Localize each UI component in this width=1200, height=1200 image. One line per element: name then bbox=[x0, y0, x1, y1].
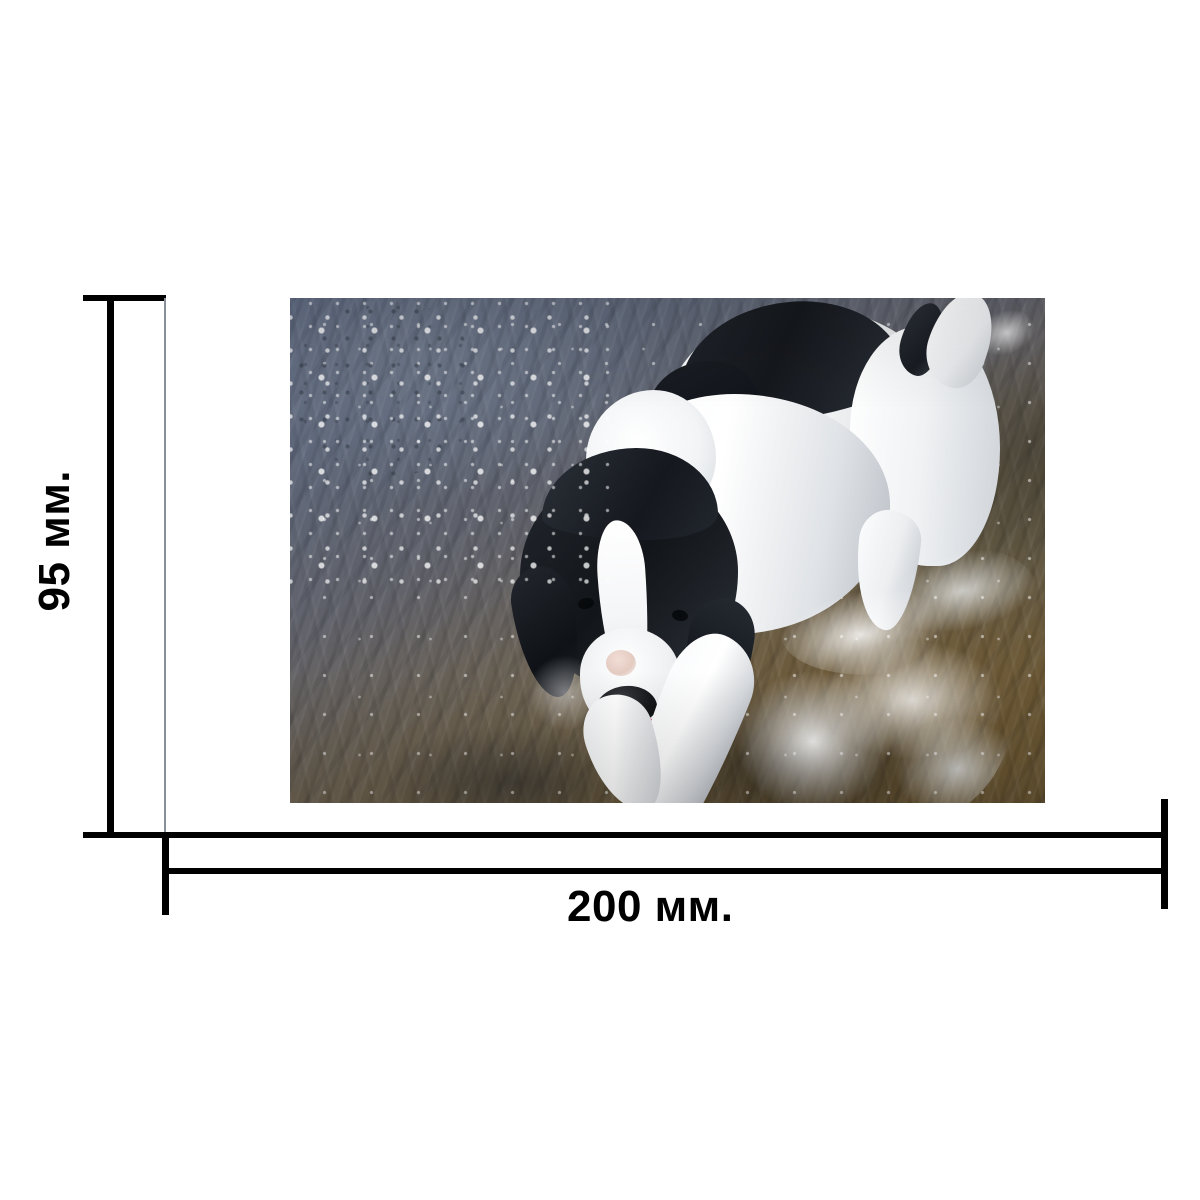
water-droplets bbox=[290, 298, 620, 598]
width-dim-right-tick bbox=[1161, 799, 1168, 909]
water-splash-left bbox=[500, 628, 630, 758]
height-dim-top-tick bbox=[83, 295, 166, 301]
height-dim-line bbox=[107, 295, 114, 838]
width-dim-line bbox=[162, 868, 1167, 874]
width-dimension-label: 200 мм. bbox=[567, 882, 734, 931]
height-dim-extension-line bbox=[164, 298, 166, 832]
product-photo bbox=[290, 298, 1045, 803]
height-dim-bottom-tick bbox=[83, 832, 166, 838]
width-dim-upper-line bbox=[162, 832, 1167, 838]
dog-muzzle-highlight bbox=[606, 650, 636, 676]
photo-vignette bbox=[290, 298, 1045, 803]
height-dimension-label: 95 мм. bbox=[30, 470, 79, 612]
